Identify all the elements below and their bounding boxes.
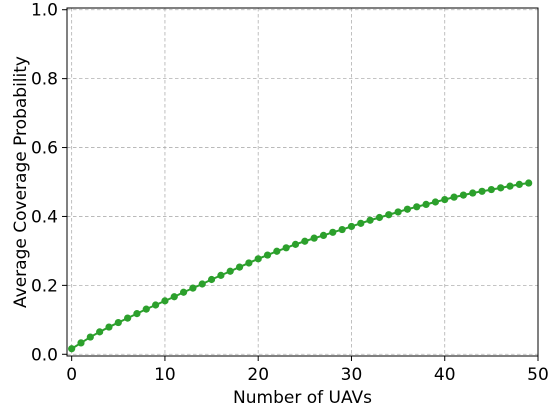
y-axis-label: Average Coverage Probability	[11, 56, 31, 308]
data-point	[487, 185, 495, 194]
x-tick-label: 30	[341, 365, 363, 385]
data-point	[450, 193, 458, 201]
series-line	[71, 182, 529, 350]
x-tick-label: 40	[434, 365, 456, 385]
data-point	[366, 216, 374, 224]
data-point	[114, 318, 122, 327]
y-tick-label: 0.8	[31, 70, 58, 90]
data-point	[441, 195, 449, 204]
data-point	[245, 259, 253, 267]
y-tick-label: 0.4	[31, 207, 58, 227]
data-point	[105, 323, 113, 331]
data-point	[375, 213, 384, 222]
data-point	[142, 305, 150, 313]
y-tick-label: 0.0	[31, 345, 58, 365]
data-point	[152, 301, 160, 309]
data-point	[347, 222, 356, 231]
data-point	[235, 263, 244, 271]
data-point	[77, 339, 85, 347]
data-point	[96, 328, 104, 336]
data-point	[282, 244, 290, 252]
x-tick-label: 10	[154, 365, 176, 385]
data-point	[469, 189, 477, 197]
x-tick-label: 50	[527, 365, 549, 385]
y-tick-label: 1.0	[31, 1, 58, 21]
data-point	[478, 187, 486, 195]
data-point	[226, 267, 234, 275]
data-point	[515, 180, 523, 189]
data-point	[179, 288, 188, 296]
data-point	[329, 228, 337, 236]
data-point	[459, 191, 467, 199]
data-point	[431, 198, 440, 206]
data-point	[198, 280, 206, 288]
data-point	[394, 208, 402, 216]
data-point	[301, 237, 309, 245]
x-axis-label: Number of UAVs	[233, 388, 372, 408]
axis-ticks: 0 10 20 30 40 50 0.0 0.2 0.4 0.6 0.8 1.0	[31, 1, 549, 385]
data-point	[124, 314, 132, 322]
plot-frame	[66, 7, 539, 357]
data-point	[506, 182, 514, 190]
data-point	[422, 200, 430, 208]
data-point	[403, 205, 412, 213]
data-point	[161, 297, 169, 305]
data-point	[291, 240, 300, 248]
data-point	[385, 211, 393, 219]
y-tick-label: 0.6	[31, 139, 58, 159]
data-point	[217, 271, 225, 279]
data-point	[497, 184, 505, 192]
data-point	[319, 231, 328, 240]
data-point	[86, 333, 94, 341]
data-point	[273, 247, 281, 255]
y-tick-label: 0.2	[31, 276, 58, 296]
x-tick-label: 20	[247, 365, 269, 385]
series-layer	[68, 179, 533, 353]
data-point	[263, 251, 272, 259]
data-point	[525, 179, 533, 187]
data-point	[310, 234, 318, 242]
data-point	[133, 310, 141, 318]
x-tick-label: 0	[66, 365, 77, 385]
data-point	[413, 203, 421, 211]
grid-lines	[67, 8, 539, 356]
data-point	[207, 275, 216, 284]
data-point	[338, 225, 346, 234]
data-point	[189, 284, 197, 292]
data-point	[68, 345, 76, 353]
data-point	[170, 293, 178, 301]
data-point	[254, 255, 262, 263]
data-point	[357, 219, 365, 227]
